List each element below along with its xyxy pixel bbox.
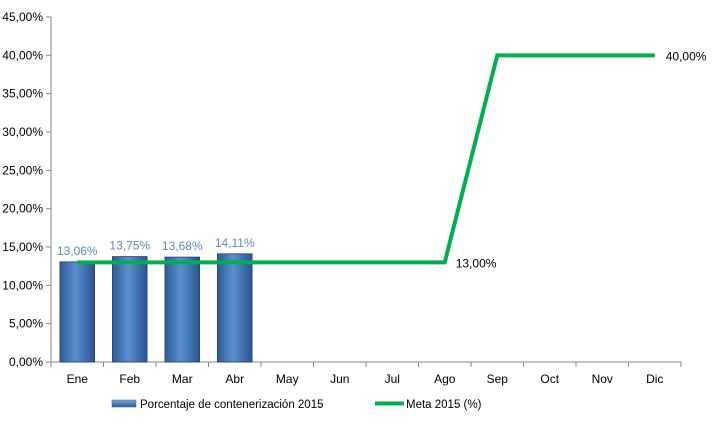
- x-tick-label: May: [276, 372, 299, 386]
- y-tick-label: 10,00%: [2, 278, 43, 292]
- x-tick-label: Ene: [67, 372, 89, 386]
- line-point: [654, 54, 656, 56]
- y-tick-label: 5,00%: [9, 317, 43, 331]
- y-tick-label: 15,00%: [2, 240, 43, 254]
- line-point: [601, 54, 603, 56]
- x-tick-label: Jun: [330, 372, 349, 386]
- x-tick-label: Feb: [119, 372, 140, 386]
- bar-data-label: 14,11%: [215, 236, 255, 250]
- bar: [112, 256, 148, 363]
- line-point: [76, 261, 78, 263]
- y-tick-label: 40,00%: [2, 48, 43, 62]
- data-labels: 13,06% 13,75% 13,68% 14,11% 13,00% 40,00%: [57, 49, 707, 270]
- bar-data-label: 13,68%: [162, 239, 203, 253]
- line-data-label: 13,00%: [456, 256, 497, 270]
- x-tick-label: Ago: [434, 372, 456, 386]
- x-tick-label: Abr: [225, 372, 244, 386]
- line-point: [234, 261, 236, 263]
- x-tick-label: Nov: [592, 372, 613, 386]
- line-point: [339, 261, 341, 263]
- bar: [59, 261, 95, 363]
- y-ticks: 0,00% 5,00% 10,00% 15,00% 20,00% 25,00% 30,00%…: [2, 10, 51, 369]
- bar: [164, 256, 200, 363]
- y-tick-label: 30,00%: [2, 125, 43, 139]
- x-ticks: Ene Feb Mar Abr May Jun Jul Ago Sep Oct Nov Dic: [50, 362, 682, 386]
- line-point: [129, 261, 131, 263]
- line-series-path: [77, 53, 655, 265]
- line-point: [549, 54, 551, 56]
- x-tick-label: Dic: [646, 372, 663, 386]
- legend-bar-swatch: [111, 399, 137, 408]
- line-point: [496, 54, 498, 56]
- x-tick-label: Mar: [172, 372, 193, 386]
- line-series: [76, 53, 656, 265]
- line-point: [391, 261, 393, 263]
- x-tick-label: Sep: [487, 372, 509, 386]
- y-tick-label: 20,00%: [2, 202, 43, 216]
- y-tick-label: 45,00%: [2, 10, 43, 24]
- y-tick-label: 25,00%: [2, 163, 43, 177]
- legend: Porcentaje de contenerización 2015 Meta …: [111, 399, 482, 411]
- x-tick-label: Oct: [540, 372, 559, 386]
- line-data-label: 40,00%: [666, 49, 707, 63]
- line-point: [444, 261, 446, 263]
- y-tick-label: 0,00%: [9, 355, 43, 369]
- legend-bar-label: Porcentaje de contenerización 2015: [140, 399, 324, 411]
- bar-data-label: 13,75%: [109, 239, 150, 253]
- x-tick-label: Jul: [385, 372, 400, 386]
- legend-line-label: Meta 2015 (%): [406, 399, 482, 411]
- bar-series: [59, 253, 253, 363]
- line-point: [181, 261, 183, 263]
- bar-data-label: 13,06%: [57, 244, 98, 258]
- y-tick-label: 35,00%: [2, 87, 43, 101]
- line-point: [286, 261, 288, 263]
- bar: [217, 253, 253, 363]
